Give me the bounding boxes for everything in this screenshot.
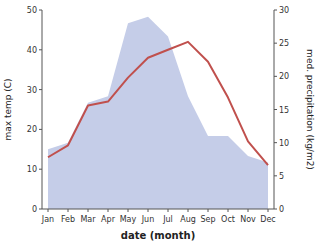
y2-tick [274, 175, 277, 176]
x-tick [228, 209, 229, 212]
x-tick-label: May [120, 215, 137, 224]
y2-tick [274, 76, 277, 77]
x-tick [128, 209, 129, 212]
y2-tick-label: 20 [279, 72, 289, 81]
y2-tick [274, 142, 277, 143]
y-tick-label: 30 [27, 86, 37, 95]
x-tick-label: Jul [162, 215, 173, 224]
x-tick [108, 209, 109, 212]
y-tick-label: 0 [32, 205, 37, 214]
x-tick-label: Apr [101, 215, 116, 224]
y2-tick-label: 25 [279, 39, 289, 48]
chart: Jan Feb Mar Apr May Jun Jul Aug Sep Oct Nov Dec 0 10 2… [0, 0, 318, 247]
y2-tick [274, 43, 277, 44]
y-tick-label: 10 [27, 165, 37, 174]
y-tick [39, 10, 42, 11]
x-tick [188, 209, 189, 212]
temperature-line [48, 42, 268, 165]
plot-area [48, 17, 268, 209]
y2-tick-label: 30 [279, 6, 289, 15]
x-tick-label: Oct [221, 215, 235, 224]
y2-tick [274, 10, 277, 11]
precipitation-area [48, 17, 268, 209]
y-tick-label: 20 [27, 125, 37, 134]
x-tick [268, 209, 269, 212]
y2-axis-label: med. precipitation (kg/m2) [305, 49, 315, 170]
x-axis-line [42, 209, 274, 210]
y-tick [39, 49, 42, 50]
x-tick [88, 209, 89, 212]
y2-tick [274, 109, 277, 110]
x-tick-label: Jun [141, 215, 155, 224]
y-tick-label: 40 [27, 46, 37, 55]
x-tick-label: Aug [180, 215, 196, 224]
y-tick [39, 169, 42, 170]
y-axis-label: max temp (C) [3, 78, 13, 140]
x-tick [248, 209, 249, 212]
y-tick [39, 209, 42, 210]
y2-tick-label: 10 [279, 139, 289, 148]
x-tick [208, 209, 209, 212]
x-tick [68, 209, 69, 212]
y-tick-label: 50 [27, 6, 37, 15]
x-tick-label: Sep [200, 215, 215, 224]
y2-tick-label: 15 [279, 106, 289, 115]
y-tick [39, 89, 42, 90]
x-tick [48, 209, 49, 212]
y-tick [39, 129, 42, 130]
x-tick [168, 209, 169, 212]
y2-tick-label: 5 [279, 172, 284, 181]
x-axis-label: date (month) [121, 230, 195, 241]
x-tick-label: Dec [260, 215, 275, 224]
x-tick-label: Feb [61, 215, 75, 224]
y2-tick-label: 0 [279, 205, 284, 214]
x-tick [148, 209, 149, 212]
x-tick-label: Jan [41, 215, 54, 224]
x-tick-label: Nov [240, 215, 256, 224]
y2-tick [274, 209, 277, 210]
y-axis-line [42, 10, 43, 209]
x-tick-label: Mar [80, 215, 96, 224]
